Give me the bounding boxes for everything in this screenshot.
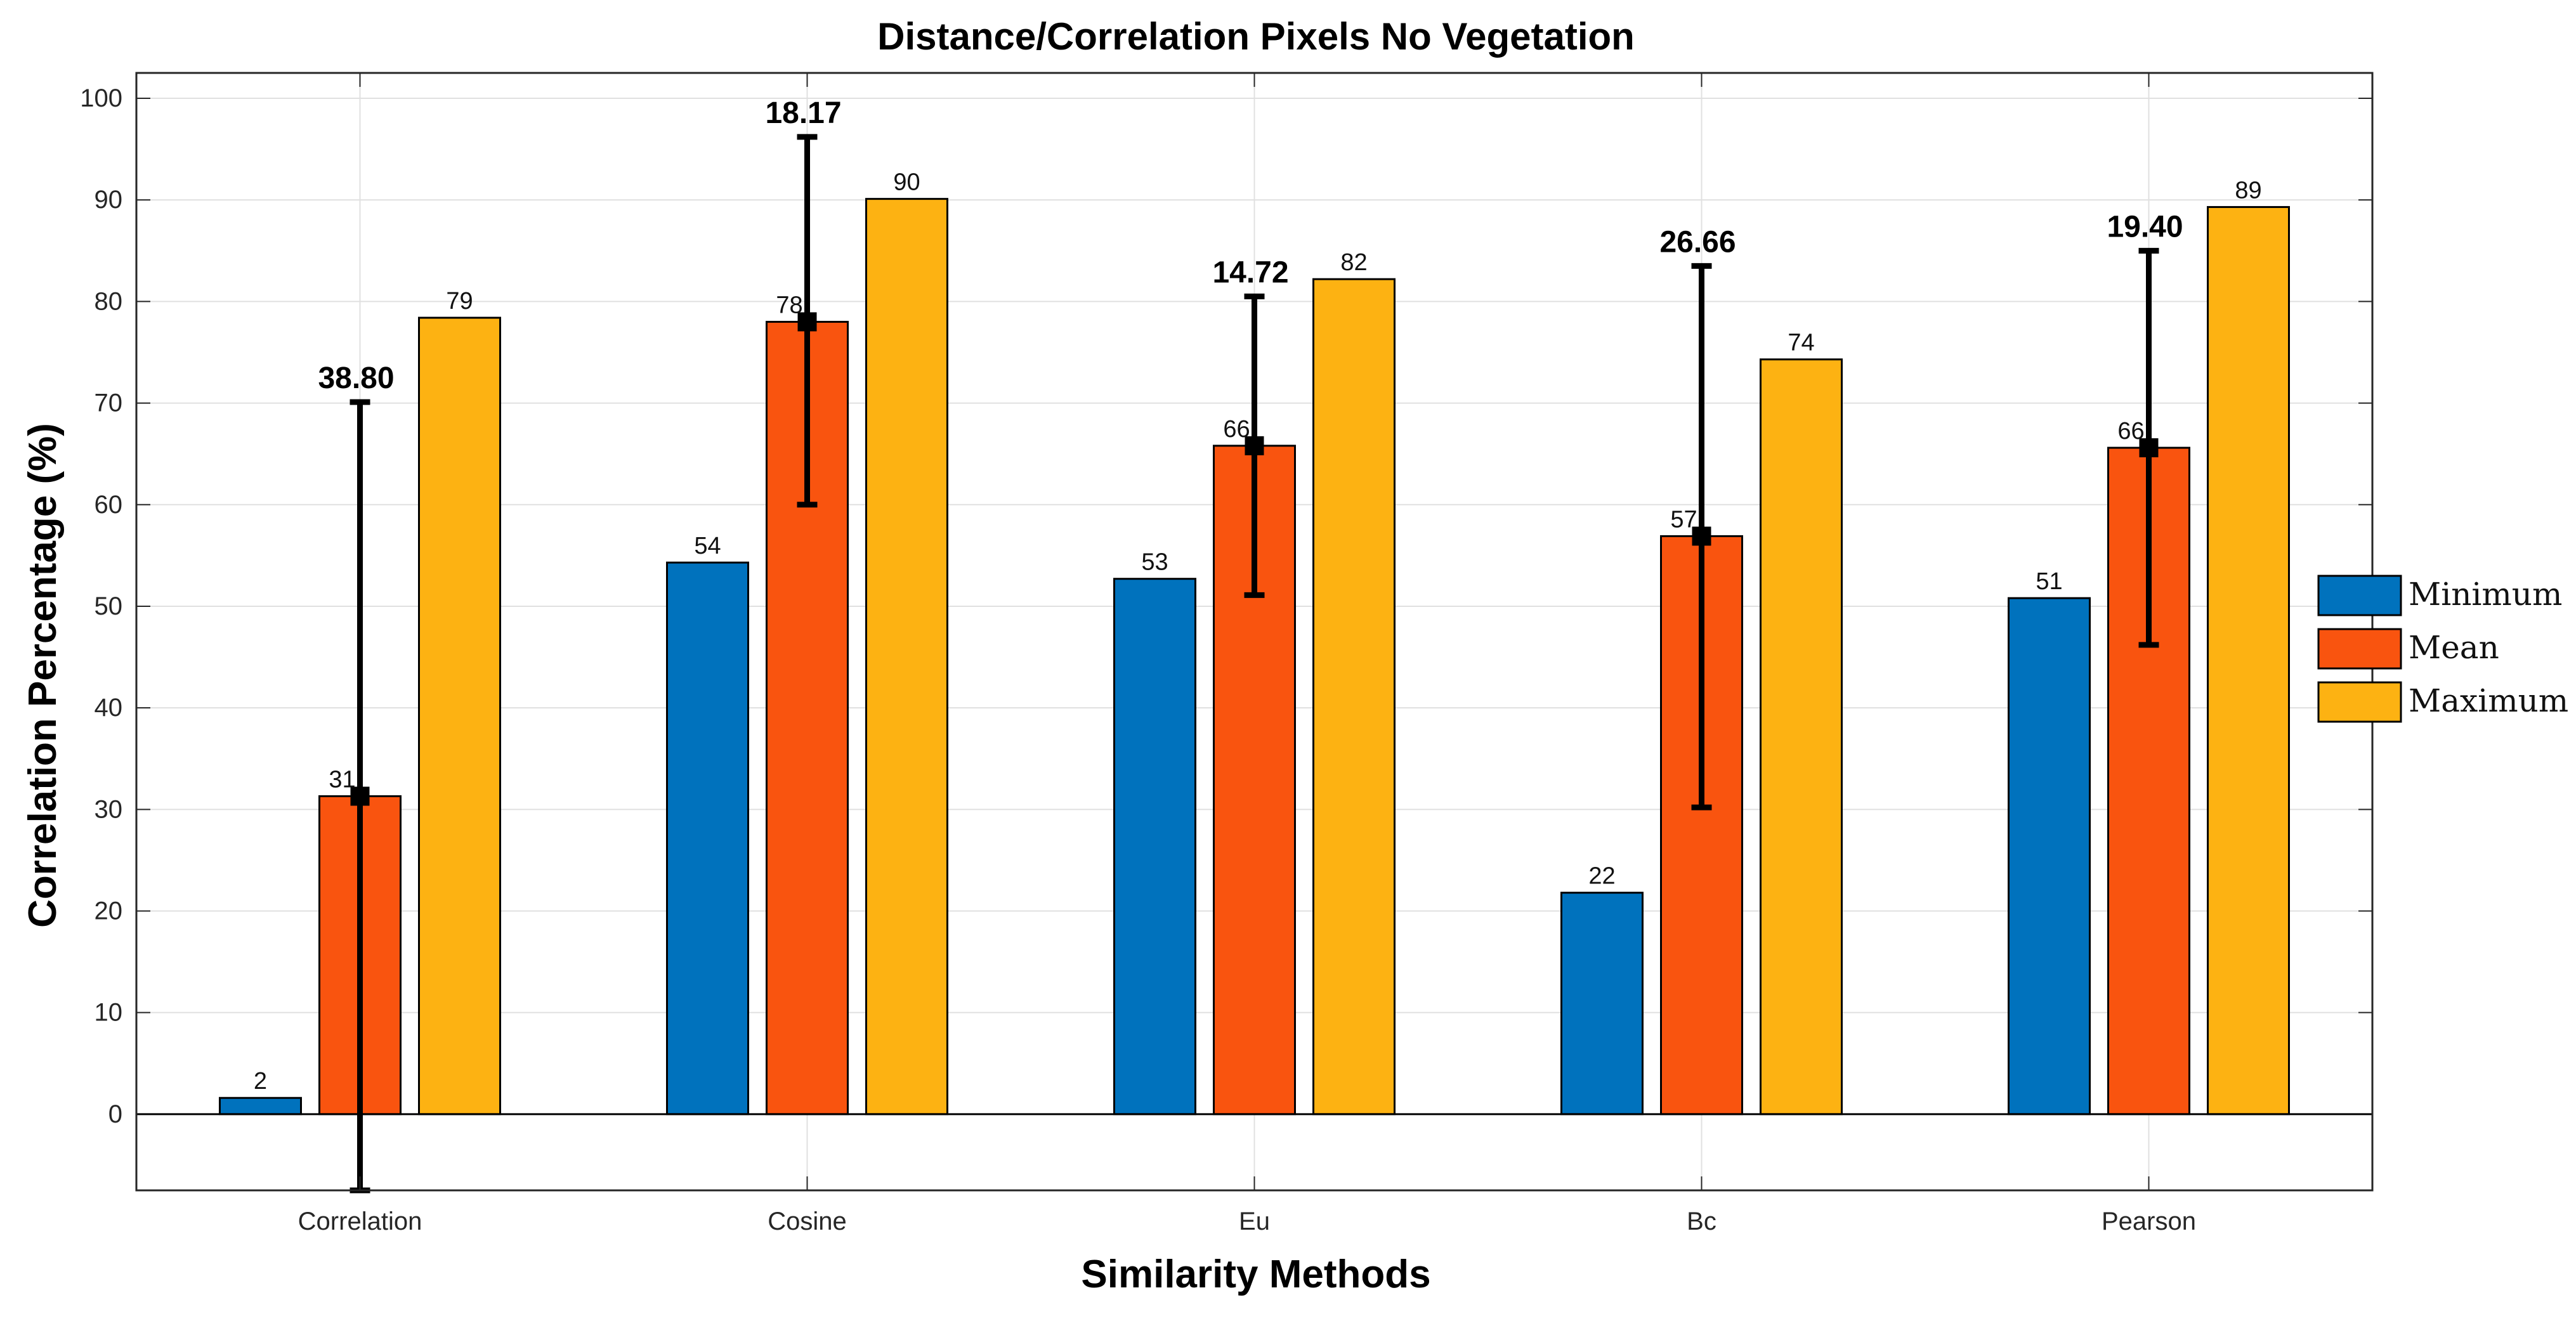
error-bar-marker (1692, 526, 1711, 546)
legend-swatch-mean (2317, 628, 2402, 670)
bar-minimum (1113, 578, 1196, 1116)
y-tick-label: 90 (95, 186, 123, 214)
data-label: 31 (329, 766, 355, 793)
bar-minimum (2008, 597, 2091, 1116)
x-tick-label: Eu (1239, 1207, 1270, 1235)
y-tick-label: 40 (95, 694, 123, 722)
bar-minimum (666, 561, 749, 1116)
x-axis-title: Similarity Methods (1081, 1253, 1430, 1296)
y-tick-label: 30 (95, 795, 123, 823)
bar-minimum (1560, 892, 1644, 1116)
data-label: 90 (893, 169, 920, 196)
data-label: 54 (694, 533, 721, 559)
chart-title: Distance/Correlation Pixels No Vegetatio… (877, 15, 1635, 58)
error-bar-marker (2139, 438, 2159, 458)
error-label: 19.40 (2107, 210, 2183, 244)
x-tick-label: Cosine (768, 1207, 847, 1235)
error-bar-marker (350, 786, 370, 806)
bar-maximum (2207, 205, 2290, 1116)
data-label: 22 (1588, 863, 1615, 890)
y-tick-label: 50 (95, 592, 123, 620)
y-axis-title: Correlation Percentage (%) (21, 423, 65, 928)
data-label: 53 (1141, 549, 1168, 576)
y-tick-label: 0 (108, 1100, 122, 1128)
bar-minimum (219, 1096, 302, 1116)
data-label: 78 (776, 292, 802, 318)
y-tick-label: 10 (95, 999, 123, 1027)
legend-label-minimum: Minimum (2409, 576, 2562, 613)
y-tick-label: 100 (80, 84, 122, 112)
bar-maximum (865, 198, 948, 1116)
data-label: 66 (2117, 418, 2144, 445)
data-label: 74 (1788, 330, 1814, 356)
bar-maximum (1312, 278, 1396, 1116)
legend: Minimum Mean Maximum (2317, 575, 2568, 723)
data-label: 66 (1223, 416, 1250, 443)
data-label: 79 (446, 288, 473, 315)
y-tick-label: 80 (95, 287, 123, 315)
legend-swatch-maximum (2317, 681, 2402, 723)
data-labels: 2 54 53 22 51 31 78 66 57 66 79 90 82 74 89 38.80 18.17 1… (254, 96, 2262, 1095)
y-tick-label: 70 (95, 389, 123, 417)
bar-maximum (418, 316, 501, 1116)
legend-label-mean: Mean (2409, 629, 2499, 666)
legend-label-maximum: Maximum (2409, 682, 2568, 719)
data-label: 57 (1670, 506, 1697, 533)
x-tick-label: Pearson (2102, 1207, 2196, 1235)
error-bar-marker (1245, 436, 1264, 455)
legend-swatch-minimum (2317, 575, 2402, 616)
data-label: 51 (2036, 568, 2062, 595)
error-label: 14.72 (1212, 256, 1288, 289)
data-label: 2 (254, 1068, 267, 1095)
y-tick-label: 20 (95, 897, 123, 925)
y-tick-label: 60 (95, 491, 123, 519)
error-label: 18.17 (765, 96, 841, 130)
x-tick-label: Bc (1687, 1207, 1716, 1235)
data-label: 82 (1340, 249, 1367, 276)
error-label: 38.80 (318, 361, 394, 395)
data-label: 89 (2235, 177, 2261, 204)
error-label: 26.66 (1659, 225, 1736, 259)
bar-maximum (1760, 358, 1843, 1116)
error-bar-marker (797, 312, 817, 332)
x-tick-label: Correlation (298, 1207, 422, 1235)
